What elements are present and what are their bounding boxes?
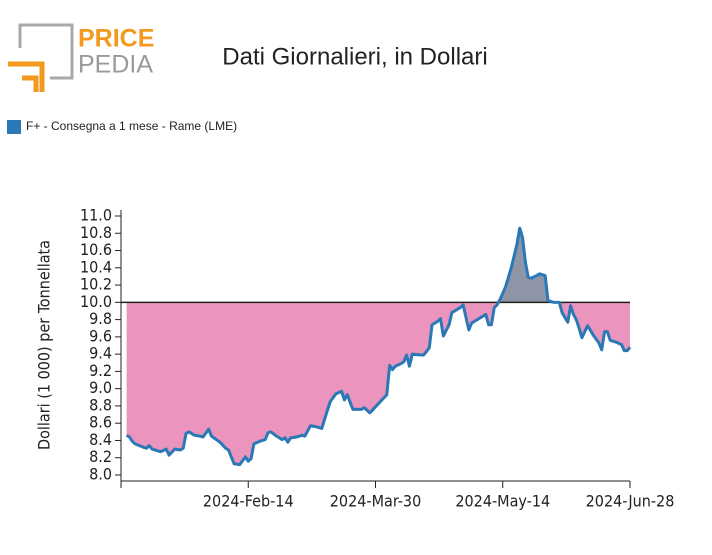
x-tick-label: 2024-Jun-28 xyxy=(586,492,675,511)
x-tick-label: 2024-May-14 xyxy=(455,492,550,511)
y-tick-label: 10.2 xyxy=(80,275,112,294)
x-tick-label: 2024-Mar-30 xyxy=(330,492,421,511)
x-tick-label: 2024-Feb-14 xyxy=(203,492,294,511)
y-axis-label: Dollari (1 000) per Tonnellata xyxy=(35,240,54,450)
logo-word: PRICE xyxy=(78,25,154,53)
y-tick-label: 10.0 xyxy=(80,292,112,311)
area-below xyxy=(126,302,630,465)
line xyxy=(125,226,632,467)
y-tick-label: 9.6 xyxy=(89,326,112,345)
logo-frame xyxy=(18,23,74,80)
y-tick-label: 9.8 xyxy=(89,309,112,328)
logo-mark xyxy=(8,61,45,92)
logo: PRICE PEDIA xyxy=(8,23,154,92)
y-tick-label: 8.0 xyxy=(89,465,112,484)
y-tick-label: 11.0 xyxy=(80,206,112,225)
legend-label: F+ - Consegna a 1 mese - Rame (LME) xyxy=(26,119,237,133)
y-tick-label: 9.4 xyxy=(89,344,112,363)
legend-swatch xyxy=(7,120,21,134)
y-tick-label: 10.8 xyxy=(80,223,112,242)
chart-title: Dati Giornalieri, in Dollari xyxy=(222,43,487,70)
y-tick-label: 9.2 xyxy=(89,361,112,380)
y-tick-label: 9.0 xyxy=(89,378,112,397)
logo-word: PEDIA xyxy=(78,51,153,79)
y-tick-label: 10.6 xyxy=(80,240,112,259)
y-tick-label: 8.4 xyxy=(89,430,112,449)
y-tick-label: 8.2 xyxy=(89,447,112,466)
y-tick-label: 8.6 xyxy=(89,413,112,432)
y-tick-label: 8.8 xyxy=(89,395,112,414)
y-tick-label: 10.4 xyxy=(80,257,112,276)
